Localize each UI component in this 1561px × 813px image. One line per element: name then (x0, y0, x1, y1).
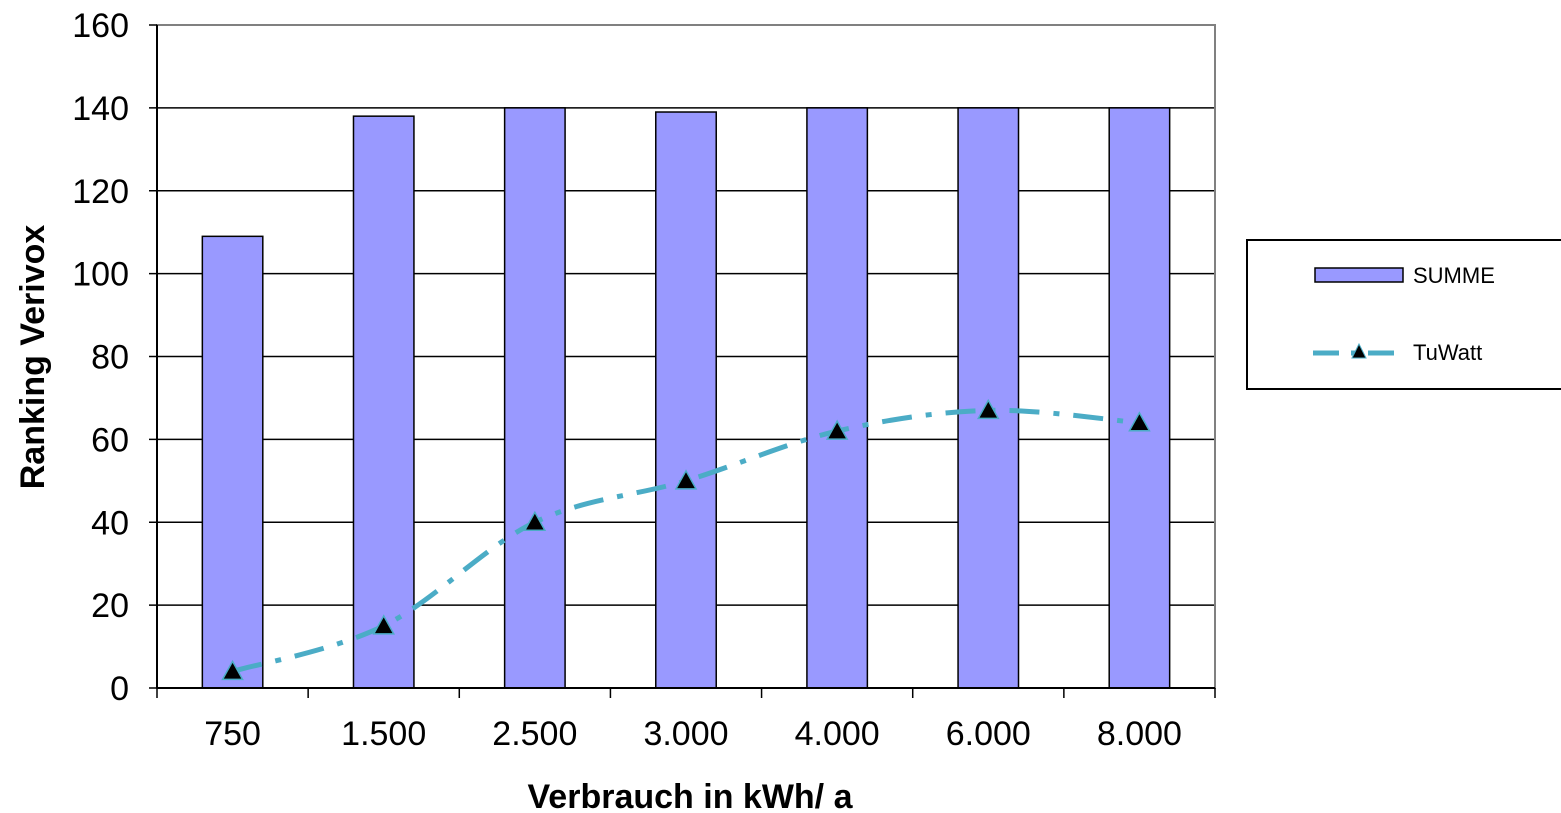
y-tick-label: 140 (72, 90, 129, 128)
y-tick-label: 100 (72, 256, 129, 294)
y-tick-label: 160 (72, 7, 129, 45)
marker-tuwatt (825, 419, 849, 440)
marker-tuwatt (523, 510, 547, 531)
x-tick-label: 1.500 (341, 715, 426, 753)
bars (201, 107, 1171, 689)
y-axis-title: Ranking Verivox (14, 225, 52, 490)
x-tick-label: 2.500 (492, 715, 577, 753)
bar-summe (1108, 107, 1171, 689)
marker-tuwatt (1128, 411, 1151, 432)
x-tick-label: 6.000 (946, 715, 1031, 753)
y-tick-label: 0 (110, 670, 129, 708)
legend-label-summe: SUMME (1413, 263, 1495, 288)
x-axis-title: Verbrauch in kWh/ a (528, 778, 854, 813)
axes (149, 24, 1216, 698)
x-tick-label: 3.000 (643, 715, 728, 753)
y-tick-labels: 0 20 40 60 80 100 120 140 160 (72, 7, 129, 708)
legend-swatch-summe (1314, 267, 1404, 283)
x-tick-label: 4.000 (795, 715, 880, 753)
x-tick-label: 8.000 (1097, 715, 1182, 753)
bar-summe (503, 107, 566, 689)
y-tick-label: 60 (91, 421, 129, 459)
y-tick-label: 120 (72, 173, 129, 211)
y-tick-label: 80 (91, 339, 129, 377)
marker-tuwatt (977, 398, 1000, 420)
y-tick-label: 20 (91, 587, 129, 625)
y-tick-label: 40 (91, 504, 129, 542)
marker-tuwatt (372, 614, 395, 635)
x-tick-labels: 750 1.500 2.500 3.000 4.000 6.000 8.000 (204, 715, 1182, 753)
legend-box (1246, 239, 1561, 390)
bar-summe (806, 107, 869, 689)
bar-summe (201, 235, 264, 689)
legend-marker-tuwatt (1351, 342, 1367, 359)
bar-summe (655, 111, 717, 689)
bar-summe (352, 115, 415, 689)
bar-summe (957, 107, 1020, 689)
line-series (221, 398, 1151, 681)
x-tick-label: 750 (204, 715, 261, 753)
legend: SUMME TuWatt (1246, 239, 1561, 390)
marker-tuwatt (674, 469, 698, 490)
marker-tuwatt (221, 659, 244, 681)
legend-label-tuwatt: TuWatt (1413, 340, 1482, 365)
